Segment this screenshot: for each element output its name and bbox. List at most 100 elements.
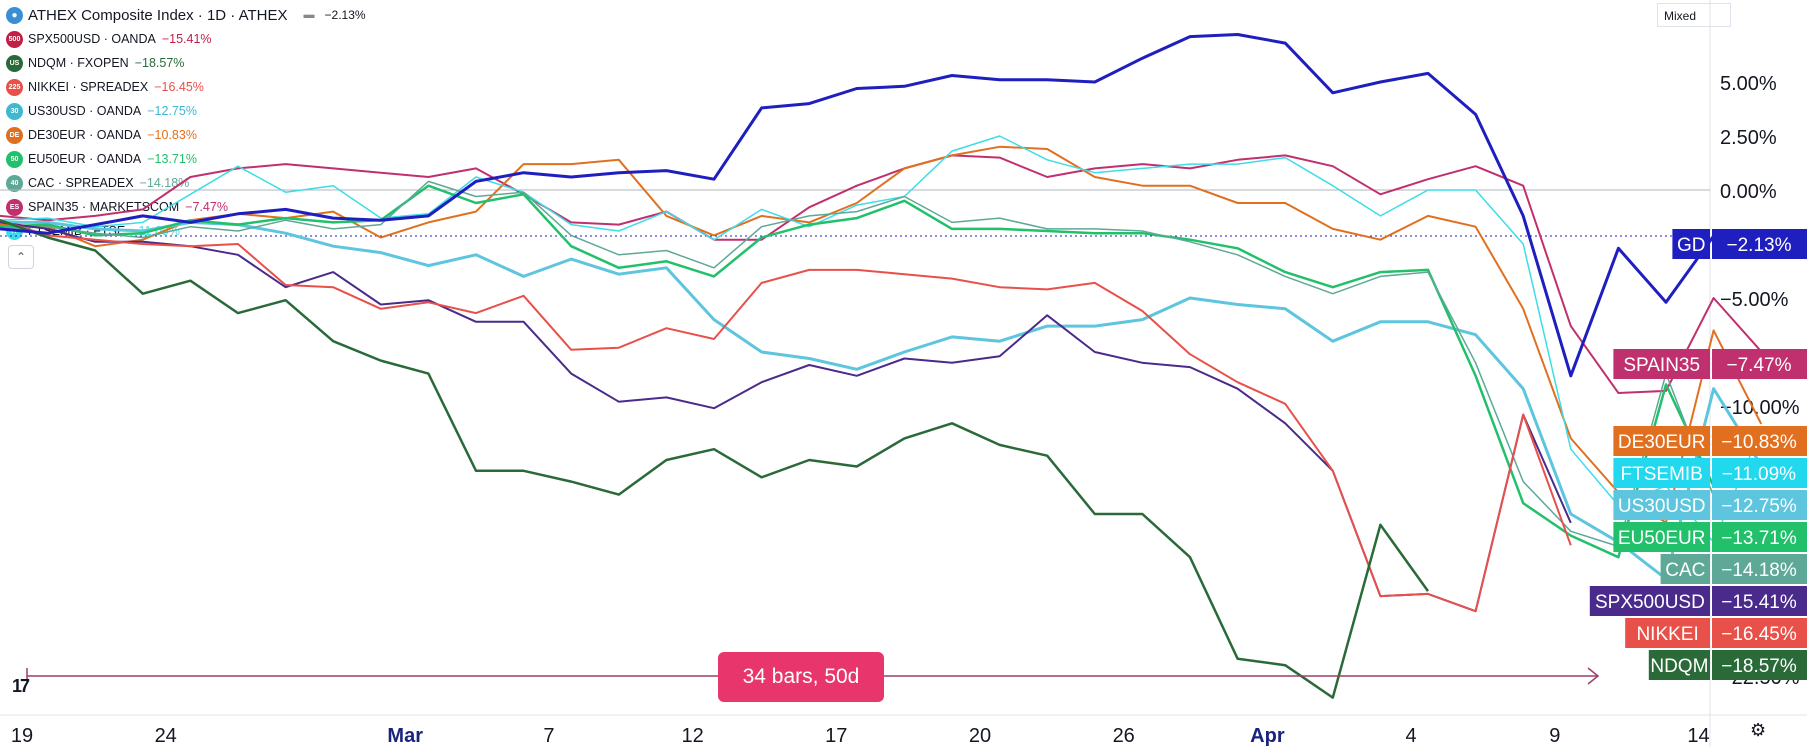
price-label-name-bg	[1613, 426, 1710, 456]
x-tick-label: 24	[155, 725, 177, 747]
price-label-name-bg	[1648, 650, 1710, 680]
legend-symbol: US30USD · OANDA	[28, 104, 142, 118]
price-label-name-bg	[1672, 229, 1710, 259]
price-label-value-bg	[1712, 458, 1807, 488]
price-label-name: GD	[1677, 235, 1706, 256]
y-tick-label: 2.50%	[1720, 127, 1777, 149]
legend-symbol: NDQM · FXOPEN	[28, 56, 129, 70]
price-label-ftsemib: FTSEMIB −11.09%	[1613, 458, 1807, 488]
price-label-value-bg	[1712, 650, 1807, 680]
x-tick-label: 20	[969, 725, 991, 747]
legend-value: −7.47%	[185, 200, 228, 214]
y-tick-label: −10.00%	[1720, 397, 1800, 419]
price-label-value-bg	[1712, 426, 1807, 456]
legend-main-row[interactable]: ● ATHEX Composite Index · 1D · ATHEX ▬ −…	[6, 3, 366, 27]
price-label-value-bg	[1712, 349, 1807, 379]
scale-mode-select[interactable]: Mixed	[1657, 3, 1731, 27]
collapse-legend-button[interactable]: ⌃	[8, 245, 34, 269]
price-label-name-bg	[1613, 490, 1710, 520]
price-label-value-bg	[1712, 554, 1807, 584]
legend-value: −18.57%	[134, 56, 185, 70]
legend-row-spx500usd[interactable]: 500 SPX500USD · OANDA −15.41%	[6, 27, 366, 51]
price-label-cac: CAC −14.18%	[1660, 554, 1807, 584]
legend-value: −12.75%	[147, 104, 197, 118]
price-label-name: SPAIN35	[1623, 355, 1700, 376]
x-tick-label: 19	[11, 725, 33, 747]
y-tick-label: −5.00%	[1720, 289, 1789, 311]
price-label-gd: GD −2.13%	[1672, 229, 1807, 259]
series-line-cac	[0, 180, 1715, 548]
price-label-name: EU50EUR	[1618, 528, 1706, 549]
price-label-name: NIKKEI	[1636, 624, 1698, 645]
x-tick-label: 26	[1113, 725, 1135, 747]
legend-value: −15.41%	[161, 32, 212, 46]
series-line-eu50eur	[0, 184, 1715, 559]
price-label-name: SPX500USD	[1595, 592, 1705, 613]
legend-symbol: CAC · SPREADEX	[28, 176, 134, 190]
y-tick-label: 5.00%	[1720, 73, 1777, 95]
price-label-name-bg	[1613, 458, 1710, 488]
price-label-value: −10.83%	[1721, 432, 1797, 453]
price-label-value-bg	[1712, 618, 1807, 648]
symbol-icon: US	[6, 54, 23, 72]
chart-title: ATHEX Composite Index · 1D · ATHEX	[28, 6, 288, 24]
series-line-gd	[0, 33, 1715, 378]
series-line-nikkei	[0, 219, 1572, 613]
price-label-spx500usd: SPX500USD −15.41%	[1589, 586, 1807, 616]
price-label-value-bg	[1712, 490, 1807, 520]
y-tick-label: 0.00%	[1720, 181, 1777, 203]
price-label-name-bg	[1613, 522, 1710, 552]
gear-icon[interactable]: ⚙	[1750, 720, 1767, 740]
x-tick-label: 9	[1549, 725, 1560, 747]
symbol-icon: DE	[6, 126, 23, 144]
legend-symbol: SPX500USD · OANDA	[28, 32, 156, 46]
x-tick-label: 14	[1687, 725, 1709, 747]
price-label-value-bg	[1712, 522, 1807, 552]
ruler-arrow-head	[1587, 667, 1600, 685]
legend-row-nikkei[interactable]: 225 NIKKEI · SPREADEX −16.45%	[6, 75, 366, 99]
series-line-de30eur	[0, 145, 1763, 524]
price-label-value: −16.45%	[1721, 624, 1797, 645]
price-label-name-bg	[1660, 554, 1710, 584]
legend-value: −10.83%	[147, 128, 197, 142]
price-label-value: −13.71%	[1721, 528, 1797, 549]
legend-row-ndqm[interactable]: US NDQM · FXOPEN −18.57%	[6, 51, 366, 75]
legend-symbol: EU50EUR · OANDA	[28, 152, 142, 166]
symbol-icon: ES	[6, 198, 23, 216]
price-label-name: CAC	[1665, 560, 1705, 581]
legend-row-de30eur[interactable]: DE DE30EUR · OANDA −10.83%	[6, 123, 366, 147]
price-label-name: US30USD	[1618, 496, 1706, 517]
legend-value: −13.71%	[147, 152, 197, 166]
price-label-value: −14.18%	[1721, 560, 1797, 581]
x-tick-label: 17	[825, 725, 847, 747]
athex-icon: ●	[6, 6, 23, 24]
ruler-label: 34 bars, 50d	[718, 652, 884, 702]
price-label-value: −18.57%	[1721, 656, 1797, 677]
price-label-name: FTSEMIB	[1621, 464, 1703, 485]
legend-value: −16.45%	[154, 80, 204, 94]
symbol-icon: 50	[6, 150, 23, 168]
x-tick-label: 12	[681, 725, 703, 747]
price-label-value: −15.41%	[1721, 592, 1797, 613]
main-value: −2.13%	[324, 8, 366, 22]
symbol-icon: 40	[6, 174, 23, 192]
price-label-name-bg	[1625, 618, 1710, 648]
x-tick-label: 7	[543, 725, 554, 747]
tradingview-logo[interactable]: 17	[12, 676, 30, 696]
series-line-ndqm	[0, 219, 1430, 699]
price-label-name-bg	[1589, 586, 1710, 616]
price-label-value-bg	[1712, 229, 1807, 259]
symbol-icon: 30	[6, 102, 23, 120]
legend-row-eu50eur[interactable]: 50 EU50EUR · OANDA −13.71%	[6, 147, 366, 171]
legend-row-us30usd[interactable]: 30 US30USD · OANDA −12.75%	[6, 99, 366, 123]
price-label-name-bg	[1613, 349, 1710, 379]
price-label-value-bg	[1712, 586, 1807, 616]
price-label-ndqm: NDQM −18.57%	[1648, 650, 1807, 680]
price-label-nikkei: NIKKEI −16.45%	[1625, 618, 1807, 648]
x-tick-label: 4	[1406, 725, 1417, 747]
price-label-value: −11.09%	[1722, 464, 1796, 485]
price-label-name: DE30EUR	[1618, 432, 1706, 453]
eye-icon[interactable]: ▬	[303, 9, 315, 21]
price-label-us30usd: US30USD −12.75%	[1613, 490, 1807, 520]
